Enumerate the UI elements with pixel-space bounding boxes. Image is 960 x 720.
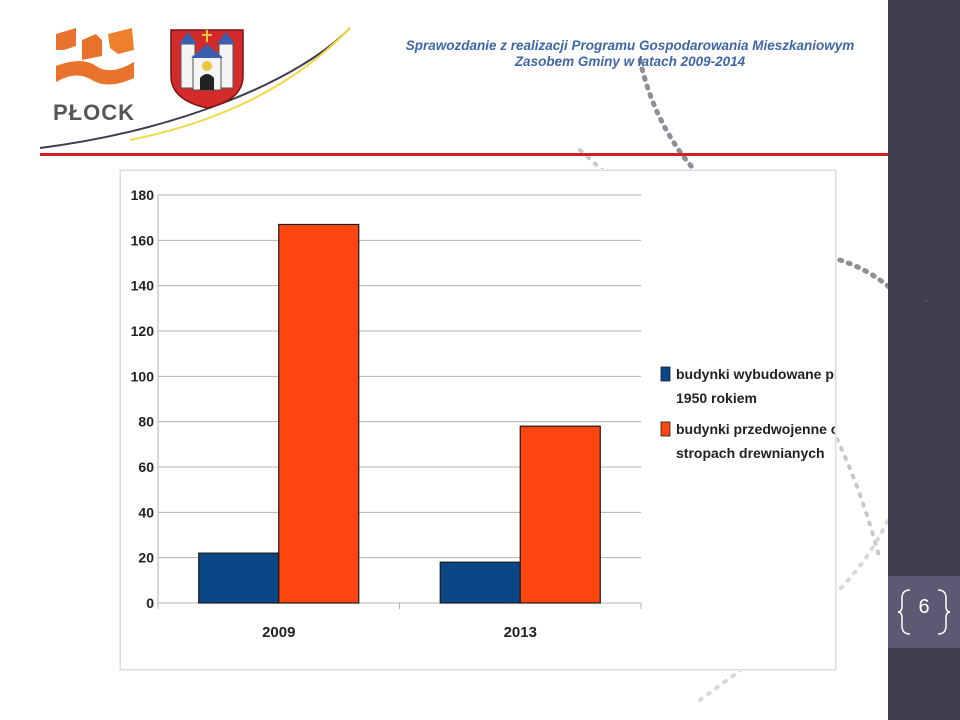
y-tick-label: 20 — [138, 550, 154, 566]
page-number: 6 — [918, 596, 930, 618]
x-tick-label: 2009 — [262, 624, 295, 641]
logo-text: PŁOCK — [53, 100, 135, 125]
slide-title-line-1: Sprawozdanie z realizacji Programu Gospo… — [405, 38, 855, 53]
header-divider — [40, 153, 904, 156]
y-tick-label: 140 — [131, 278, 155, 294]
bar — [278, 223, 360, 604]
y-tick-label: 120 — [131, 323, 155, 339]
y-tick-label: 60 — [138, 459, 154, 475]
y-tick-label: 160 — [131, 232, 155, 248]
legend-label: budynki przedwojenne o — [676, 421, 835, 437]
y-tick-label: 0 — [146, 595, 154, 611]
page-number-box — [888, 576, 960, 648]
bar-chart: 0 20 40 60 80 100 120 140 160 180 2009 2013 budynki … — [131, 187, 835, 641]
y-tick-label: 180 — [131, 187, 155, 203]
y-tick-label: 100 — [131, 368, 155, 384]
plock-logo-icon — [56, 28, 134, 85]
page-number-bracket-icon — [897, 589, 951, 635]
legend-label: 1950 rokiem — [676, 390, 757, 406]
slide-title: Sprawozdanie z realizacji Programu Gospo… — [380, 38, 880, 70]
y-tick-label: 40 — [138, 504, 154, 520]
stray-mark: ´ — [925, 300, 929, 311]
chart-frame: 0 20 40 60 80 100 120 140 160 180 2009 2013 budynki … — [120, 170, 836, 670]
y-tick-label: 80 — [138, 414, 154, 430]
bar — [519, 425, 601, 604]
legend-swatch — [660, 366, 671, 382]
bar — [439, 561, 521, 604]
legend-label: budynki wybudowane przed — [676, 366, 835, 382]
legend-swatch — [660, 421, 671, 437]
coat-of-arms-icon — [170, 29, 244, 109]
slide-title-line-2: Zasobem Gminy w latach 2009-2014 — [514, 54, 746, 69]
legend-label: stropach drewnianych — [676, 445, 825, 461]
x-tick-label: 2013 — [504, 624, 537, 641]
bar — [198, 552, 280, 604]
